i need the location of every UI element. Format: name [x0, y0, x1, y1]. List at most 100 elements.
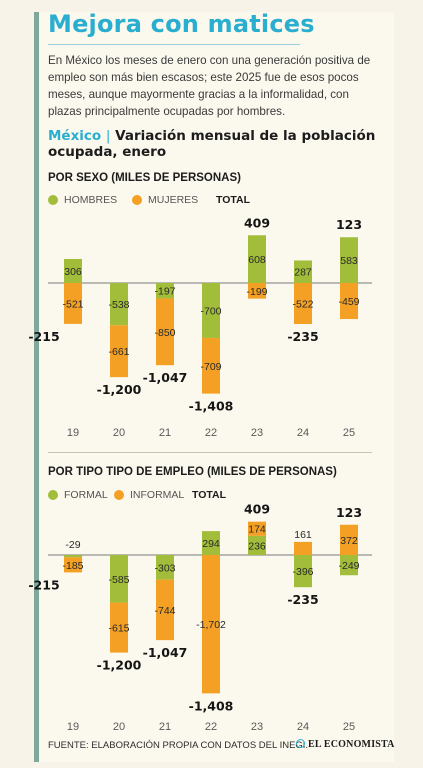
- emp-bar-informal-20: [110, 602, 128, 653]
- sex-label-hombres-22: -700: [200, 305, 221, 317]
- subtitle-separator: |: [105, 128, 111, 144]
- sex-bar-hombres-20: [110, 283, 128, 326]
- sex-label-mujeres-21: -850: [154, 327, 175, 339]
- legend-total-label-2: TOTAL: [192, 489, 227, 501]
- sex-category-23: 23: [251, 427, 263, 439]
- sex-total-22: -1,408: [189, 399, 234, 414]
- section-divider: [48, 452, 372, 453]
- brand-logo: EL ECONOMISTA: [296, 739, 395, 750]
- sex-label-hombres-24: 287: [294, 267, 312, 279]
- sex-bar-mujeres-20: [110, 325, 128, 378]
- emp-label-informal-20: -615: [108, 623, 129, 635]
- sex-bar-mujeres-21: [156, 298, 174, 366]
- sex-chart-legend: HOMBRES MUJERES TOTAL: [48, 194, 348, 208]
- emp-label-informal-22: -1,702: [196, 619, 226, 631]
- legend-mujeres-label: MUJERES: [148, 194, 199, 206]
- emp-total-23: 409: [244, 502, 270, 517]
- subtitle-text: Variación mensual de la población ocupad…: [48, 128, 376, 160]
- emp-label-formal-21: -303: [154, 562, 175, 574]
- sex-label-hombres-25: 583: [340, 255, 358, 267]
- sex-category-24: 24: [297, 427, 309, 439]
- sex-total-19: -215: [28, 329, 59, 344]
- emp-label-formal-19: -29: [65, 539, 80, 551]
- emp-bar-formal-20: [110, 555, 128, 603]
- sex-total-20: -1,200: [97, 382, 142, 397]
- sex-label-hombres-20: -538: [108, 299, 129, 311]
- emp-category-24: 24: [297, 721, 309, 733]
- emp-total-24: -235: [287, 592, 318, 607]
- sex-bar-hombres-25: [340, 237, 358, 283]
- legend-formal-swatch: [48, 490, 58, 500]
- sex-total-21: -1,047: [143, 370, 188, 385]
- emp-bar-formal-25: [340, 555, 358, 576]
- emp-label-informal-23: 174: [248, 524, 266, 536]
- emp-total-20: -1,200: [97, 658, 142, 673]
- sex-bar-hombres-22: [202, 283, 220, 338]
- employment-chart-title: POR TIPO TIPO DE EMPLEO (MILES DE PERSON…: [48, 466, 337, 478]
- employment-chart-legend: FORMAL INFORMAL TOTAL: [48, 489, 348, 503]
- sex-category-25: 25: [343, 427, 355, 439]
- sex-label-mujeres-20: -661: [108, 346, 129, 358]
- sex-chart-title: POR SEXO (MILES DE PERSONAS): [48, 172, 241, 184]
- chart-subtitle: México | Variación mensual de la poblaci…: [48, 128, 378, 160]
- intro-text: En México los meses de enero con una gen…: [48, 54, 371, 118]
- emp-bar-formal-23: [248, 535, 266, 555]
- emp-bar-informal-24: [294, 541, 312, 555]
- page-title: Mejora con matices: [48, 10, 315, 38]
- emp-category-21: 21: [159, 721, 171, 733]
- country-label: México: [48, 128, 102, 144]
- sex-total-25: 123: [336, 217, 362, 232]
- emp-category-19: 19: [67, 721, 79, 733]
- emp-total-25: 123: [336, 505, 362, 520]
- sex-label-hombres-23: 608: [248, 254, 266, 266]
- emp-label-formal-22: 294: [202, 538, 220, 550]
- emp-total-22: -1,408: [189, 698, 234, 713]
- sex-bar-hombres-24: [294, 260, 312, 283]
- sex-bar-hombres-21: [156, 283, 174, 299]
- emp-bar-informal-21: [156, 579, 174, 641]
- legend-hombres-swatch: [48, 195, 58, 205]
- emp-label-formal-20: -585: [108, 574, 129, 586]
- title-rule: [48, 44, 300, 45]
- legend-informal-label: INFORMAL: [130, 489, 185, 501]
- legend-hombres-label: HOMBRES: [64, 194, 118, 206]
- sex-category-22: 22: [205, 427, 217, 439]
- emp-category-22: 22: [205, 721, 217, 733]
- sex-label-mujeres-19: -521: [62, 298, 83, 310]
- emp-total-21: -1,047: [143, 645, 188, 660]
- emp-category-25: 25: [343, 721, 355, 733]
- emp-label-informal-19: -185: [62, 560, 83, 572]
- emp-bar-formal-24: [294, 555, 312, 588]
- sex-label-mujeres-24: -522: [292, 298, 313, 310]
- emp-bar-formal-19: [64, 555, 82, 558]
- sex-category-19: 19: [67, 427, 79, 439]
- sex-total-23: 409: [244, 215, 270, 230]
- sex-bar-mujeres-25: [340, 283, 358, 320]
- sex-bar-mujeres-19: [64, 283, 82, 324]
- emp-bar-informal-25: [340, 524, 358, 555]
- sex-bar-mujeres-23: [248, 283, 266, 299]
- sex-bar-hombres-19: [64, 258, 82, 283]
- emp-category-23: 23: [251, 721, 263, 733]
- emp-category-20: 20: [113, 721, 125, 733]
- brand-mark-icon: [296, 739, 305, 748]
- emp-label-formal-23: 236: [248, 540, 266, 552]
- sex-label-mujeres-23: -199: [246, 286, 267, 298]
- emp-bar-formal-21: [156, 555, 174, 580]
- sex-bar-hombres-23: [248, 235, 266, 283]
- emp-total-19: -215: [28, 577, 59, 592]
- emp-label-informal-24: 161: [294, 529, 312, 541]
- legend-mujeres-swatch: [132, 195, 142, 205]
- emp-bar-formal-22: [202, 531, 220, 555]
- emp-bar-informal-22: [202, 555, 220, 694]
- sex-bar-mujeres-24: [294, 283, 312, 324]
- sex-label-mujeres-25: -459: [338, 296, 359, 308]
- legend-informal-swatch: [114, 490, 124, 500]
- sex-bar-mujeres-22: [202, 337, 220, 394]
- sex-label-hombres-21: -197: [154, 286, 175, 298]
- source-note: FUENTE: ELABORACIÓN PROPIA CON DATOS DEL…: [48, 740, 309, 751]
- brand-name: EL ECONOMISTA: [308, 739, 395, 750]
- legend-total-label: TOTAL: [216, 194, 251, 206]
